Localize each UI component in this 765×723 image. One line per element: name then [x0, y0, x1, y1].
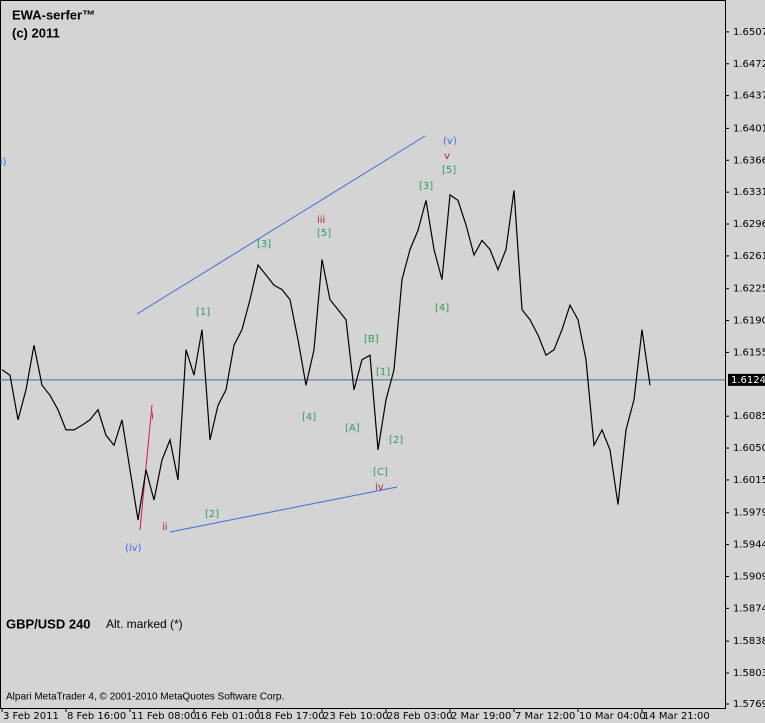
y-tick-label: 1.59790	[733, 508, 765, 519]
wave-label: i	[151, 411, 154, 422]
y-tick-label: 1.62610	[733, 251, 765, 262]
y-tick-label: 1.62960	[733, 219, 765, 230]
wave-label: [2]	[205, 509, 219, 520]
wave-label: [4]	[302, 412, 316, 423]
y-tick-label: 1.64010	[733, 123, 765, 134]
chart-title: EWA-serfer™	[12, 7, 95, 22]
x-tick-label: 14 Mar 21:00	[643, 711, 710, 722]
y-tick-label: 1.60150	[733, 475, 765, 486]
y-tick-label: 1.57690	[733, 699, 765, 710]
x-tick-label: 18 Feb 17:00	[259, 711, 325, 722]
wave-label: [1]	[376, 367, 390, 378]
x-tick-label: 10 Mar 04:00	[579, 711, 646, 722]
wave-label: [5]	[442, 165, 456, 176]
x-tick-label: 2 Mar 19:00	[451, 711, 511, 722]
x-tick-label: 8 Feb 16:00	[67, 711, 126, 722]
chart-subtitle: (c) 2011	[12, 25, 60, 40]
wave-label: [4]	[435, 303, 449, 314]
wave-label: [C]	[373, 467, 388, 478]
y-tick-label: 1.62250	[733, 284, 765, 295]
wave-label: ii)	[0, 157, 7, 168]
wave-label: v	[444, 151, 450, 162]
wave-label: [3]	[257, 239, 271, 250]
x-tick-label: 16 Feb 01:00	[195, 711, 261, 722]
x-tick-label: 11 Feb 08:00	[131, 711, 197, 722]
trend-line	[136, 135, 426, 315]
x-tick-label: 7 Mar 12:00	[515, 711, 575, 722]
wave-label: iii	[317, 215, 325, 226]
wave-label: iv	[375, 482, 384, 493]
y-tick-label: 1.60500	[733, 443, 765, 454]
trend-line	[139, 404, 153, 531]
y-tick-label: 1.61900	[733, 316, 765, 327]
wave-label: [3]	[419, 181, 433, 192]
wave-label: (iv)	[125, 543, 142, 554]
wave-label: [1]	[196, 307, 210, 318]
wave-label: [A]	[345, 423, 360, 434]
footer: Alpari MetaTrader 4, © 2001-2010 MetaQuo…	[6, 692, 284, 703]
x-tick-label: 3 Feb 2011	[3, 711, 59, 722]
y-tick-label: 1.59440	[733, 540, 765, 551]
current-price-box	[728, 373, 765, 386]
x-tick-label: 28 Feb 03:00	[387, 711, 453, 722]
price-line	[1, 190, 651, 521]
wave-label: ii	[162, 522, 168, 533]
y-tick-label: 1.61550	[733, 347, 765, 358]
y-tick-label: 1.63660	[733, 155, 765, 166]
wave-label: (v)	[443, 136, 457, 147]
y-tick-label: 1.58740	[733, 603, 765, 614]
wave-label: [5]	[317, 228, 331, 239]
symbol-label: GBP/USD 240	[6, 616, 91, 631]
y-tick-label: 1.64370	[733, 91, 765, 102]
plot-frame	[0, 0, 726, 709]
y-tick-label: 1.60850	[733, 411, 765, 422]
y-tick-label: 1.59090	[733, 571, 765, 582]
trend-line	[169, 486, 398, 533]
y-tick-label: 1.65070	[733, 27, 765, 38]
y-tick-label: 1.63310	[733, 187, 765, 198]
y-tick-label: 1.64720	[733, 59, 765, 70]
x-tick-label: 23 Feb 10:00	[323, 711, 389, 722]
wave-label: [B]	[364, 334, 379, 345]
wave-label: [2]	[389, 435, 403, 446]
current-price-label: 1.61249	[731, 375, 765, 386]
y-tick-label: 1.58380	[733, 636, 765, 647]
note: Alt. marked (*)	[106, 617, 183, 631]
y-tick-label: 1.58030	[733, 668, 765, 679]
